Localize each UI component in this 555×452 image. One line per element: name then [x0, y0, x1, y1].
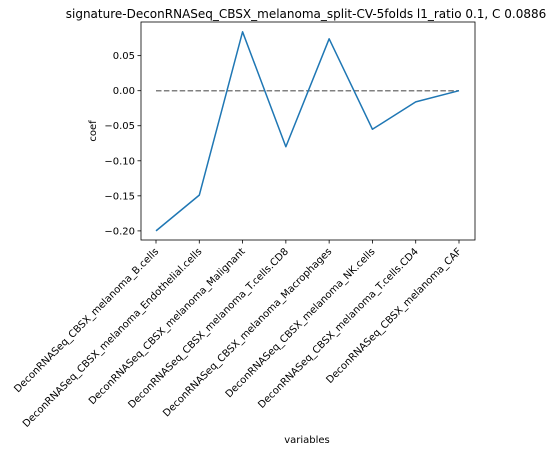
data-point-0-7 — [458, 90, 459, 91]
y-tick-label-3: −0.10 — [104, 156, 135, 167]
y-tick-label-5: −0.20 — [104, 226, 135, 237]
x-axis-label: variables — [284, 435, 330, 446]
y-tick-label-4: −0.15 — [104, 191, 135, 202]
chart-title: signature-DeconRNASeq_CBSX_melanoma_spli… — [66, 7, 547, 21]
y-tick-label-0: 0.05 — [113, 51, 135, 62]
y-axis-label: coef — [88, 120, 99, 142]
x-tick-label-2: DeconRNASeq_CBSX_melanoma_Malignant — [87, 246, 248, 407]
data-point-0-5 — [372, 129, 373, 130]
data-point-0-6 — [415, 101, 416, 102]
data-point-0-3 — [285, 146, 286, 147]
y-tick-label-2: −0.05 — [104, 121, 135, 132]
x-tick-label-3: DeconRNASeq_CBSX_melanoma_T.cells.CD8 — [126, 246, 291, 411]
data-point-0-4 — [329, 38, 330, 39]
data-point-0-2 — [242, 31, 243, 32]
data-point-0-0 — [155, 230, 156, 231]
x-tick-label-4: DeconRNASeq_CBSX_melanoma_Macrophages — [161, 246, 334, 419]
x-tick-label-0: DeconRNASeq_CBSX_melanoma_B.cells — [12, 246, 161, 395]
plot-frame — [140, 21, 476, 241]
data-point-0-1 — [199, 195, 200, 196]
series-line-0 — [155, 31, 460, 232]
x-tick-label-6: DeconRNASeq_CBSX_melanoma_T.cells.CD4 — [256, 246, 421, 411]
x-tick-label-5: DeconRNASeq_CBSX_melanoma_NK.cells — [224, 246, 378, 400]
y-tick-label-1: 0.00 — [113, 86, 135, 97]
